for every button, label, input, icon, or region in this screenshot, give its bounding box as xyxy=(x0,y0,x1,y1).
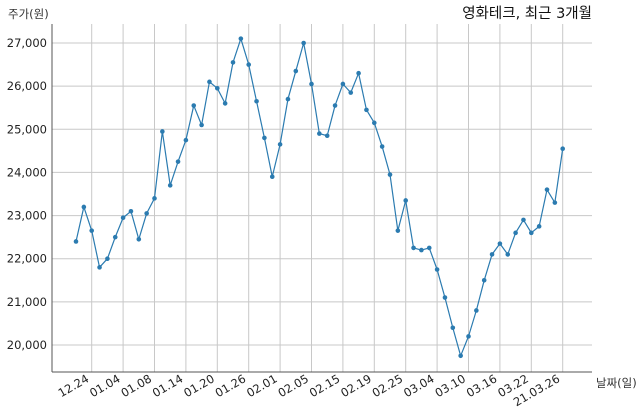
data-point xyxy=(112,234,118,240)
data-point xyxy=(395,228,401,233)
data-point xyxy=(207,79,212,85)
x-tick-label: 02.19 xyxy=(338,371,374,400)
x-tick-label: 03.16 xyxy=(464,371,500,400)
data-point xyxy=(372,120,377,126)
data-point xyxy=(120,215,126,221)
data-point xyxy=(277,142,283,147)
x-tick-label: 01.26 xyxy=(213,371,249,400)
data-point xyxy=(285,96,291,102)
grid-lines xyxy=(52,24,592,372)
x-tick-label: 12.24 xyxy=(56,371,92,400)
data-point xyxy=(152,196,157,201)
data-point xyxy=(450,325,456,331)
x-tick-label: 02.05 xyxy=(275,371,311,400)
x-tick-label: 02.01 xyxy=(244,371,280,400)
data-point xyxy=(222,101,228,106)
data-point xyxy=(89,228,94,233)
x-tick-label: 01.04 xyxy=(87,371,123,400)
data-point xyxy=(254,98,259,104)
y-tick-label: 24,000 xyxy=(7,165,47,179)
data-point xyxy=(442,295,448,300)
data-point xyxy=(505,252,511,257)
data-point xyxy=(144,211,149,216)
data-point xyxy=(324,133,330,139)
data-point xyxy=(160,129,165,134)
y-tick-label: 20,000 xyxy=(7,338,47,352)
data-point xyxy=(458,353,463,359)
y-axis-title: 주가(원) xyxy=(8,7,49,21)
data-point xyxy=(293,68,299,74)
data-point xyxy=(73,239,79,244)
data-point xyxy=(175,159,181,164)
data-point xyxy=(183,137,189,143)
x-tick-label: 01.20 xyxy=(181,371,217,400)
y-tick-label: 21,000 xyxy=(7,295,47,309)
data-point xyxy=(387,172,393,177)
data-point xyxy=(199,122,204,128)
x-tick-label: 01.08 xyxy=(118,371,154,400)
data-point xyxy=(474,308,479,313)
data-point xyxy=(97,265,102,270)
y-tick-label: 26,000 xyxy=(7,79,47,93)
data-point xyxy=(81,204,87,210)
x-tick-label: 03.10 xyxy=(432,371,468,400)
data-point xyxy=(191,103,197,108)
data-point xyxy=(513,230,518,236)
data-point xyxy=(332,103,338,108)
data-point xyxy=(379,144,385,149)
data-point xyxy=(348,90,354,95)
data-point xyxy=(105,256,110,262)
data-point xyxy=(215,86,220,91)
data-point xyxy=(466,334,471,339)
data-point xyxy=(238,36,244,41)
data-point xyxy=(481,277,487,283)
data-point xyxy=(419,247,424,253)
data-point xyxy=(426,245,432,251)
data-point xyxy=(230,60,236,65)
data-point xyxy=(356,70,361,76)
x-tick-label: 01.14 xyxy=(150,371,186,400)
x-tick-label: 02.15 xyxy=(307,371,343,400)
y-tick-label: 22,000 xyxy=(7,252,47,266)
data-point xyxy=(521,217,526,223)
data-point xyxy=(246,62,251,67)
data-point xyxy=(536,224,542,229)
x-tick-labels: 12.2401.0401.0801.1401.2001.2602.0102.05… xyxy=(56,371,563,409)
series-line-layer xyxy=(73,36,565,359)
data-point xyxy=(497,241,503,246)
x-tick-label: 02.25 xyxy=(370,371,406,400)
data-point xyxy=(364,107,369,113)
data-point xyxy=(317,131,322,136)
data-point xyxy=(489,252,495,257)
data-point xyxy=(136,237,142,242)
chart-title: 영화테크, 최근 3개월 xyxy=(462,5,592,22)
y-tick-label: 27,000 xyxy=(7,36,47,50)
data-point xyxy=(301,40,306,46)
x-axis-title: 날짜(일) xyxy=(596,376,637,390)
data-point xyxy=(262,135,267,141)
data-point xyxy=(128,208,134,214)
data-point xyxy=(340,81,346,87)
data-point xyxy=(309,81,314,87)
data-point xyxy=(269,174,275,180)
data-point xyxy=(411,245,416,251)
y-tick-label: 25,000 xyxy=(7,122,47,136)
y-tick-labels: 20,000 21,000 22,000 23,000 24,000 25,000 26,0… xyxy=(7,36,47,352)
data-point xyxy=(434,267,440,272)
data-point xyxy=(403,198,409,203)
axes xyxy=(51,24,592,373)
data-point xyxy=(560,146,565,151)
data-point xyxy=(552,200,558,205)
data-point xyxy=(529,230,534,236)
y-tick-label: 23,000 xyxy=(7,209,47,223)
x-tick-label: 03.04 xyxy=(401,371,437,400)
data-point xyxy=(167,183,173,188)
data-point xyxy=(544,187,550,192)
